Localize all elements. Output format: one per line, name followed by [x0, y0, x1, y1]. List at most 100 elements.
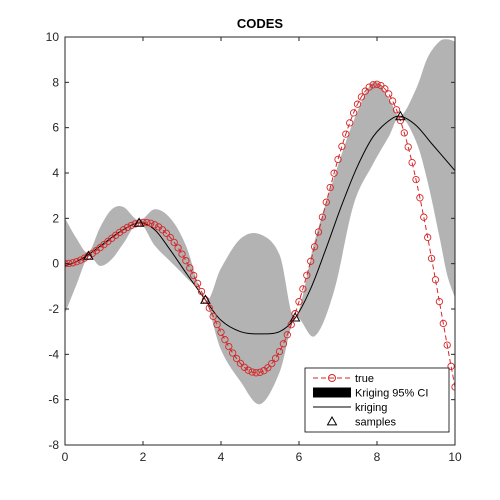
- true-point: [357, 93, 366, 101]
- y-tick-label: 8: [52, 75, 59, 89]
- legend-ci-swatch: [313, 387, 351, 398]
- true-point: [295, 298, 303, 306]
- x-tick-label: 2: [140, 450, 147, 464]
- true-point: [205, 304, 213, 312]
- true-point: [143, 218, 151, 227]
- true-point: [209, 312, 217, 321]
- true-point: [268, 359, 276, 368]
- true-point: [147, 219, 155, 227]
- legend-true-marker: [328, 374, 336, 382]
- true-point: [178, 250, 186, 258]
- true-point: [330, 169, 338, 177]
- true-point: [236, 359, 245, 368]
- true-point: [365, 83, 373, 91]
- true-point: [166, 233, 174, 242]
- legend: true Kriging 95% CI kriging samples: [304, 367, 450, 433]
- x-tick-label: 4: [218, 450, 225, 464]
- true-point: [213, 320, 221, 329]
- true-point: [197, 287, 206, 296]
- true-point: [271, 354, 280, 362]
- true-point: [346, 119, 354, 127]
- true-point: [385, 90, 393, 98]
- legend-samples-marker: [326, 415, 338, 426]
- true-point: [299, 285, 307, 293]
- true-point: [318, 213, 327, 221]
- true-point: [232, 354, 241, 363]
- true-point: [170, 238, 178, 247]
- true-point: [217, 328, 225, 336]
- true-point: [424, 233, 432, 242]
- true-point: [353, 100, 362, 108]
- true-point: [190, 271, 198, 280]
- true-point: [256, 368, 264, 376]
- true-point: [369, 81, 377, 89]
- true-point: [349, 109, 358, 117]
- legend-label-samples: samples: [355, 417, 396, 429]
- true-point: [69, 259, 77, 267]
- x-tick-label: 8: [374, 450, 381, 464]
- y-tick-label: 2: [52, 211, 59, 225]
- legend-label-kriging: kriging: [355, 402, 387, 414]
- true-point: [248, 368, 256, 376]
- true-point: [307, 257, 315, 265]
- true-point: [310, 243, 319, 251]
- true-point: [447, 362, 455, 370]
- true-point: [400, 129, 408, 137]
- true-point: [412, 175, 420, 184]
- true-point: [373, 80, 381, 88]
- true-point: [283, 331, 291, 339]
- legend-label-true: true: [355, 373, 374, 385]
- true-point: [119, 226, 128, 234]
- true-point: [221, 336, 229, 344]
- true-point: [420, 213, 428, 221]
- y-tick-label: 6: [52, 121, 59, 135]
- sample-point: [83, 250, 94, 260]
- sample-point: [133, 217, 145, 227]
- true-point: [404, 143, 412, 151]
- ci-band: [65, 39, 455, 405]
- true-point: [76, 256, 85, 264]
- true-point: [229, 349, 237, 357]
- y-tick-label: 10: [46, 30, 60, 44]
- true-point: [151, 221, 159, 229]
- true-point: [388, 97, 397, 105]
- y-tick-label: -6: [48, 393, 59, 407]
- true-point: [443, 341, 451, 349]
- true-point: [326, 183, 334, 192]
- true-point: [115, 228, 124, 237]
- x-tick-label: 10: [448, 450, 462, 464]
- true-point: [73, 258, 81, 266]
- y-tick-label: 4: [52, 166, 59, 180]
- true-point: [123, 223, 132, 232]
- true-point: [275, 347, 284, 356]
- true-point: [408, 158, 416, 167]
- true-point: [182, 257, 190, 265]
- true-point: [322, 198, 330, 206]
- true-point: [431, 276, 440, 284]
- sample-point: [289, 312, 301, 322]
- true-point: [396, 116, 405, 125]
- true-point: [435, 297, 444, 306]
- true-point: [264, 364, 272, 372]
- true-point: [427, 254, 436, 263]
- sample-point: [200, 294, 211, 304]
- legend-label-ci: Kriging 95% CI: [355, 388, 428, 400]
- true-point: [392, 106, 401, 114]
- x-tick-label: 0: [62, 450, 69, 464]
- true-point: [279, 340, 288, 348]
- sample-point: [395, 110, 406, 121]
- true-point: [381, 85, 389, 93]
- true-point: [131, 220, 139, 228]
- true-point: [193, 279, 202, 288]
- true-point: [174, 244, 182, 252]
- true-point: [342, 130, 350, 138]
- true-point: [361, 87, 369, 95]
- chart-title: CODES: [237, 16, 284, 31]
- true-point: [291, 310, 299, 318]
- true-point: [303, 271, 311, 279]
- true-point: [314, 228, 323, 236]
- true-point: [334, 155, 342, 164]
- y-tick-label: 0: [52, 257, 59, 271]
- y-tick-label: -4: [48, 347, 59, 361]
